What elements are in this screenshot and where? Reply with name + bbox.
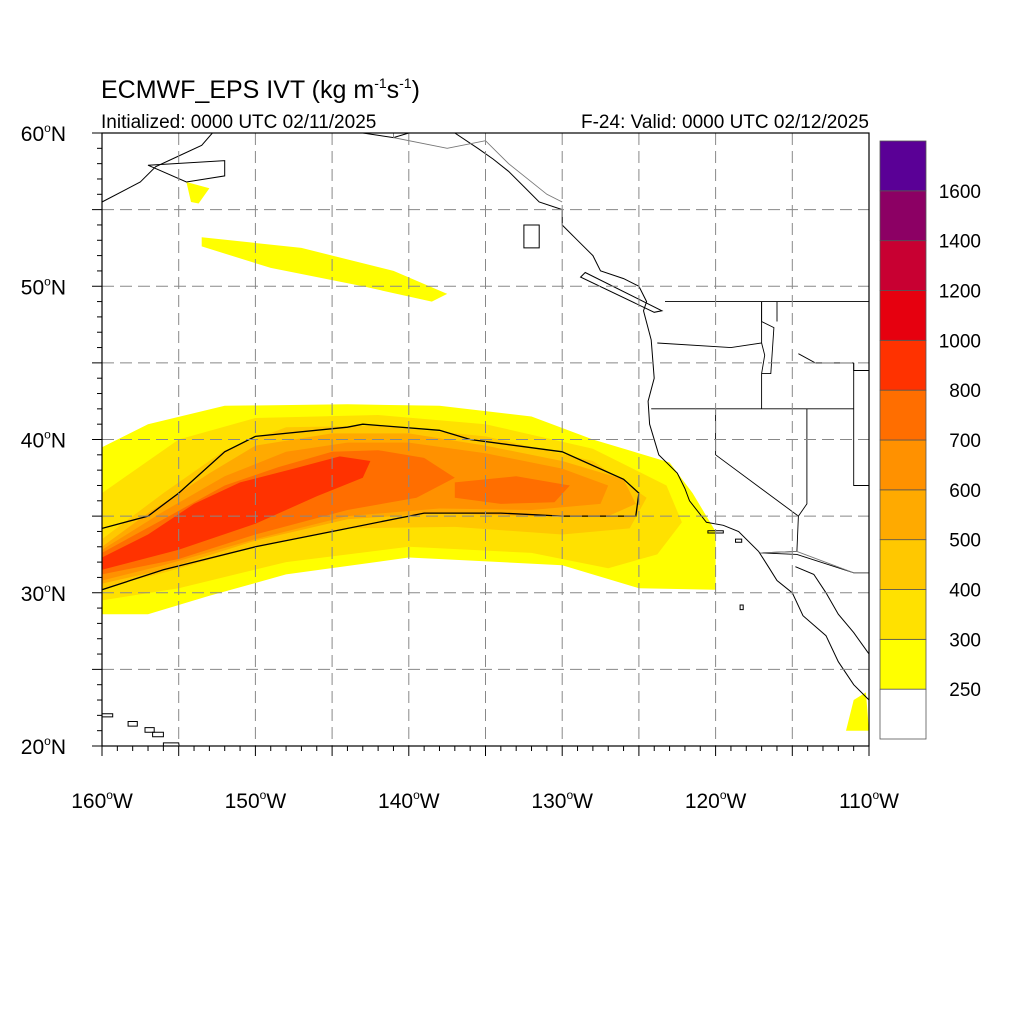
colorbar-label-1200: 1200: [939, 282, 981, 303]
colorbar-box: [879, 240, 927, 291]
x-label-120W: 120oW: [685, 788, 747, 813]
colorbar-box: [879, 589, 927, 640]
colorbar-label-700: 700: [949, 431, 981, 452]
colorbar-label-250: 250: [949, 680, 981, 701]
state-border-1: [657, 301, 763, 349]
y-label-30N: 30oN: [21, 581, 66, 606]
y-axis-labels: 60oN 50oN 40oN 30oN 20oN: [21, 121, 66, 759]
x-label-130W: 130oW: [531, 788, 593, 813]
ivt-250-contour-line: [102, 423, 640, 591]
coastline-alaska-peninsula: [102, 133, 213, 203]
colorbar-label-400: 400: [949, 581, 981, 602]
colorbar-box: [879, 339, 927, 391]
state-border-8: [761, 301, 775, 375]
coastline-gulf-of-alaska: [362, 133, 455, 139]
colorbar-box: [879, 140, 927, 192]
colorbar-box: [879, 539, 927, 590]
island-hawaii-1: [127, 721, 138, 727]
y-label-40N: 40oN: [21, 428, 66, 453]
axis-ticks: [92, 132, 870, 756]
colorbar-label-800: 800: [949, 381, 981, 402]
ivt-shading-layer: [102, 182, 869, 731]
title-mid: s: [387, 76, 400, 104]
x-axis-labels: 160oW 150oW 140oW 130oW 120oW 110oW: [71, 788, 899, 813]
colorbar-box: [879, 638, 927, 690]
ivt-field-700: [454, 476, 570, 504]
island-hawaii-0: [102, 713, 114, 718]
ivt-field-800: [102, 456, 371, 570]
title-exponent-2: -1: [399, 75, 412, 91]
island-hawaii-4: [162, 742, 180, 746]
colorbar-label-1600: 1600: [939, 182, 981, 203]
ivt-field-250: [201, 237, 448, 302]
island-2: [739, 604, 744, 611]
colorbar-box: [879, 439, 927, 491]
x-label-140W: 140oW: [378, 788, 440, 813]
island-5: [147, 160, 226, 183]
state-border-4: [798, 408, 808, 517]
x-label-110W: 110oW: [839, 788, 899, 813]
colorbar-box: [879, 389, 927, 441]
title-main: ECMWF_EPS IVT (kg m: [101, 76, 374, 104]
ivt-field-250: [846, 692, 869, 731]
valid-label: F-24: Valid: 0000 UTC 02/12/2025: [581, 112, 869, 133]
colorbar-box: [879, 190, 927, 242]
x-label-160W: 160oW: [71, 788, 133, 813]
colorbar-box: [879, 489, 927, 541]
state-border-5: [853, 362, 869, 486]
initialized-label: Initialized: 0000 UTC 02/11/2025: [101, 112, 376, 133]
colorbar-label-1000: 1000: [939, 331, 981, 352]
colorbar: 250 300 400 500 600 700 800 1000 1200 1400 1600: [879, 140, 981, 740]
y-label-20N: 20oN: [21, 734, 66, 759]
island-1: [735, 538, 743, 543]
y-label-60N: 60oN: [21, 121, 66, 146]
title-exponent-1: -1: [374, 75, 387, 91]
colorbar-label-600: 600: [949, 481, 981, 502]
map-title: ECMWF_EPS IVT (kg m-1s-1): [101, 75, 420, 104]
coastline-gulf-of-california: [795, 566, 869, 655]
plot-area: [102, 133, 869, 746]
island-hawaii-3: [152, 731, 164, 738]
state-border-9: [853, 362, 869, 371]
island-4: [579, 271, 664, 313]
ivt-field-600: [102, 442, 609, 581]
ivt-field-250: [186, 182, 210, 204]
colorbar-label-500: 500: [949, 531, 981, 552]
state-border-2: [761, 342, 766, 409]
island-3: [523, 224, 540, 249]
colorbar-box: [879, 688, 927, 740]
coastline-north-america: [454, 133, 869, 701]
grid-layer: [102, 133, 869, 746]
coastline-layer: [102, 133, 869, 746]
colorbar-box: [879, 290, 927, 341]
country-border-1: [760, 550, 869, 574]
island-0: [707, 530, 724, 534]
colorbar-label-1400: 1400: [939, 232, 981, 253]
x-label-150W: 150oW: [225, 788, 287, 813]
y-label-50N: 50oN: [21, 274, 66, 299]
colorbar-label-300: 300: [949, 630, 981, 651]
ivt-contour-layer: [102, 423, 640, 591]
title-close: ): [412, 76, 420, 104]
